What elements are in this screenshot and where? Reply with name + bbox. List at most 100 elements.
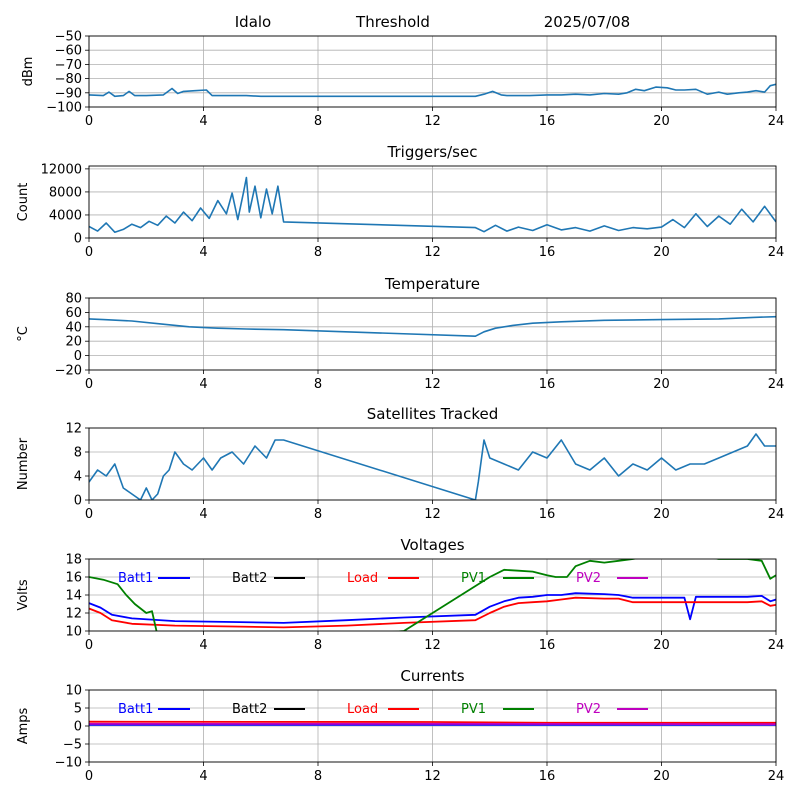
x-tick-label: 20: [653, 769, 670, 784]
x-tick-label: 8: [314, 377, 322, 392]
x-tick-label: 24: [768, 245, 785, 260]
y-tick-label: 0: [74, 720, 82, 735]
y-tick-label: 10: [65, 625, 82, 640]
chart-satellites: 0 4 8 12 16 20 24 0 4 8 12 Satellites Tracked Number: [16, 405, 784, 522]
y-tick-label: −90: [55, 86, 82, 101]
chart-voltages: 0 4 8 12 16 20 24 10 12 14 16 18 Voltages Volts Batt1 B…: [16, 536, 784, 653]
y-tick-label: 12: [65, 607, 82, 622]
legend-label-batt2: Batt2: [232, 571, 267, 586]
chart-title: Triggers/sec: [387, 143, 478, 161]
legend-label-load: Load: [347, 571, 378, 586]
x-tick-label: 16: [539, 114, 556, 129]
legend-label-pv1: PV1: [461, 571, 486, 586]
x-tick-label: 4: [199, 377, 207, 392]
x-tick-label: 4: [199, 245, 207, 260]
series-line-load: [89, 596, 776, 629]
y-axis-label: Volts: [16, 579, 31, 611]
x-tick-label: 8: [314, 245, 322, 260]
legend-label-pv1: PV1: [461, 702, 486, 717]
y-tick-label: −60: [55, 44, 82, 59]
y-tick-label: 5: [74, 702, 82, 717]
legend-label-pv2: PV2: [576, 571, 601, 586]
legend-label-pv2: PV2: [576, 702, 601, 717]
x-tick-label: 16: [539, 507, 556, 522]
y-tick-label: −100: [46, 101, 82, 116]
y-tick-label: 60: [65, 306, 82, 321]
series-line-load: [89, 720, 776, 724]
x-tick-label: 20: [653, 377, 670, 392]
series-line: [89, 83, 776, 98]
x-tick-label: 20: [653, 638, 670, 653]
chart-title: Currents: [400, 667, 464, 685]
y-tick-label: −70: [55, 58, 82, 73]
x-tick-label: 12: [424, 377, 441, 392]
header-date: 2025/07/08: [544, 13, 630, 31]
y-tick-label: 10: [65, 684, 82, 699]
chart-title: Voltages: [400, 536, 464, 554]
y-tick-label: 4000: [49, 208, 82, 223]
y-axis-label: Count: [16, 183, 31, 222]
x-tick-label: 0: [85, 507, 93, 522]
y-axis-label: dBm: [21, 57, 36, 87]
y-tick-label: 12000: [41, 162, 82, 177]
legend-label-batt1: Batt1: [118, 571, 153, 586]
x-tick-label: 4: [199, 507, 207, 522]
y-tick-label: −80: [55, 72, 82, 87]
x-tick-label: 20: [653, 114, 670, 129]
chart-triggers: 0 4 8 12 16 20 24 0 4000 8000 12000 Triggers/sec Cou…: [16, 143, 784, 260]
x-tick-label: 16: [539, 377, 556, 392]
y-tick-label: 0: [74, 232, 82, 247]
y-axis-label: Number: [16, 437, 31, 490]
x-tick-label: 24: [768, 114, 785, 129]
x-tick-label: 4: [199, 769, 207, 784]
y-axis-label: °C: [16, 326, 31, 342]
x-tick-label: 0: [85, 638, 93, 653]
y-tick-label: 80: [65, 292, 82, 307]
legend-label-batt2: Batt2: [232, 702, 267, 717]
y-tick-label: 16: [65, 571, 82, 586]
x-tick-label: 12: [424, 114, 441, 129]
chart-title: Satellites Tracked: [367, 405, 498, 423]
chart-title: Temperature: [384, 275, 480, 293]
y-tick-label: 0: [74, 349, 82, 364]
series-line: [89, 176, 776, 233]
x-tick-label: 4: [199, 114, 207, 129]
x-tick-label: 20: [653, 245, 670, 260]
x-tick-label: 16: [539, 769, 556, 784]
x-tick-label: 12: [424, 769, 441, 784]
y-tick-label: 18: [65, 553, 82, 568]
y-tick-label: 14: [65, 589, 82, 604]
x-tick-label: 12: [424, 507, 441, 522]
x-tick-label: 0: [85, 245, 93, 260]
x-tick-label: 4: [199, 638, 207, 653]
x-tick-label: 24: [768, 507, 785, 522]
x-tick-label: 20: [653, 507, 670, 522]
x-tick-label: 24: [768, 638, 785, 653]
y-tick-label: −20: [55, 364, 82, 379]
x-tick-label: 24: [768, 769, 785, 784]
x-tick-label: 24: [768, 377, 785, 392]
chart-currents: 0 4 8 12 16 20 24 −10 −5 0 5 10 Currents Amps Batt1 Bat…: [16, 667, 784, 784]
y-tick-label: −50: [55, 30, 82, 45]
y-tick-label: 4: [74, 470, 82, 485]
y-tick-label: 40: [65, 320, 82, 335]
x-tick-label: 0: [85, 377, 93, 392]
y-tick-label: 0: [74, 494, 82, 509]
series-line-batt1: [89, 592, 776, 624]
chart-signal: 0 4 8 12 16 20 24 −100−90−80−70−60−50 dBm: [21, 30, 784, 130]
header: Idalo Threshold 2025/07/08: [235, 13, 630, 31]
y-tick-label: −5: [63, 738, 82, 753]
legend-label-batt1: Batt1: [118, 702, 153, 717]
y-tick-label: 20: [65, 335, 82, 350]
y-tick-label: 8: [74, 446, 82, 461]
y-tick-label: 8000: [49, 185, 82, 200]
header-mode: Threshold: [355, 13, 430, 31]
y-tick-label: 12: [65, 422, 82, 437]
y-tick-label: −10: [55, 756, 82, 771]
series-line: [89, 433, 776, 500]
x-tick-label: 16: [539, 638, 556, 653]
x-tick-label: 0: [85, 769, 93, 784]
